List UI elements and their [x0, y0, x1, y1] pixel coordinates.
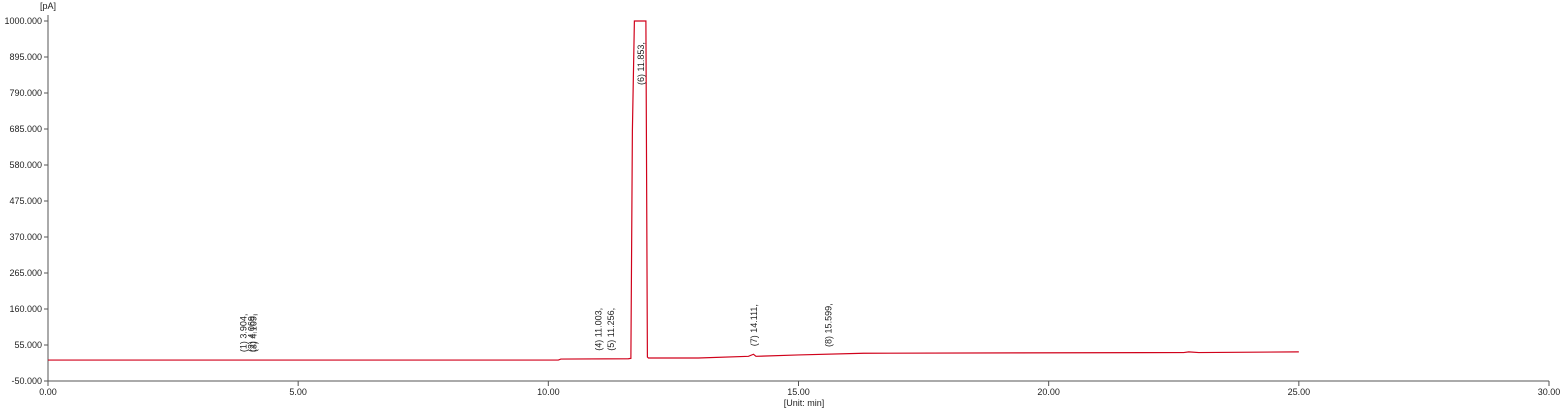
x-tick-label: 30.00 [1538, 387, 1561, 397]
trace [48, 20, 1299, 361]
y-tick-label: 895.000 [9, 52, 42, 62]
peak-label: (2) 4.069, [247, 314, 257, 353]
x-tick-label: 20.00 [1037, 387, 1060, 397]
x-tick-label: 10.00 [537, 387, 560, 397]
y-tick-label: 55.000 [14, 340, 42, 350]
peak-label: (8) 15.599, [823, 303, 833, 347]
y-unit: [pA] [40, 1, 56, 11]
x-tick-label: 5.00 [289, 387, 307, 397]
peak-label: (4) 11.003, [594, 308, 604, 351]
y-tick-label: 1000.000 [4, 16, 42, 26]
x-tick-label: 25.00 [1288, 387, 1311, 397]
y-tick-label: 790.000 [9, 88, 42, 98]
y-tick-label: 370.000 [9, 232, 42, 242]
peak-label: (5) 11.256, [606, 308, 616, 351]
y-tick-label: 160.000 [9, 304, 42, 314]
y-tick-label: -50.000 [11, 376, 42, 386]
peak-label: (3) 4.109, [249, 314, 259, 353]
peak-label: (7) 14.111, [749, 304, 759, 346]
x-tick-label: 0.00 [39, 387, 57, 397]
peak-label: (6) 11.853, [636, 42, 646, 85]
y-tick-label: 475.000 [9, 196, 42, 206]
peak-label: (1) 3.904, [238, 314, 248, 353]
y-tick-label: 685.000 [9, 124, 42, 134]
x-axis-label: [Unit: min] [784, 398, 825, 408]
y-tick-label: 580.000 [9, 160, 42, 170]
x-tick-label: 15.00 [787, 387, 810, 397]
y-tick-label: 265.000 [9, 268, 42, 278]
